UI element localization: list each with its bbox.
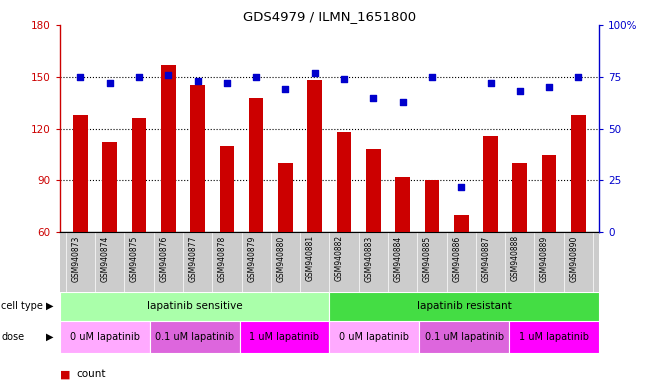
- Text: GSM940880: GSM940880: [277, 235, 285, 281]
- Bar: [512, 163, 527, 336]
- Bar: [419, 321, 509, 353]
- Point: [104, 80, 115, 86]
- Point: [574, 74, 584, 80]
- Bar: [337, 132, 352, 336]
- Bar: [395, 177, 410, 336]
- Point: [251, 74, 262, 80]
- Point: [544, 84, 555, 90]
- Text: 0.1 uM lapatinib: 0.1 uM lapatinib: [424, 332, 504, 342]
- Point: [486, 80, 496, 86]
- Text: GDS4979 / ILMN_1651800: GDS4979 / ILMN_1651800: [243, 10, 416, 23]
- Text: GSM940885: GSM940885: [423, 235, 432, 281]
- Text: GSM940883: GSM940883: [365, 235, 374, 281]
- Bar: [102, 142, 117, 336]
- Text: 1 uM lapatinib: 1 uM lapatinib: [249, 332, 320, 342]
- Text: count: count: [76, 369, 105, 379]
- Bar: [424, 180, 439, 336]
- Point: [280, 86, 290, 92]
- Point: [134, 74, 145, 80]
- Text: lapatinib sensitive: lapatinib sensitive: [147, 301, 242, 311]
- Text: GSM940873: GSM940873: [72, 235, 81, 282]
- Bar: [483, 136, 498, 336]
- Text: GSM940877: GSM940877: [189, 235, 198, 282]
- Bar: [60, 232, 599, 292]
- Point: [75, 74, 86, 80]
- Bar: [60, 321, 150, 353]
- Text: ■: ■: [60, 369, 70, 379]
- Text: GSM940884: GSM940884: [394, 235, 403, 281]
- Bar: [161, 65, 176, 336]
- Point: [515, 88, 525, 94]
- Text: GSM940875: GSM940875: [130, 235, 139, 282]
- Text: GSM940882: GSM940882: [335, 235, 344, 281]
- Bar: [542, 155, 557, 336]
- Bar: [249, 98, 264, 336]
- Point: [368, 94, 379, 101]
- Point: [427, 74, 437, 80]
- Point: [398, 99, 408, 105]
- Bar: [240, 321, 329, 353]
- Text: GSM940881: GSM940881: [306, 235, 315, 281]
- Bar: [73, 115, 88, 336]
- Text: GSM940887: GSM940887: [482, 235, 491, 281]
- Bar: [571, 115, 586, 336]
- Point: [221, 80, 232, 86]
- Bar: [454, 215, 469, 336]
- Point: [163, 72, 173, 78]
- Bar: [366, 149, 381, 336]
- Text: GSM940878: GSM940878: [218, 235, 227, 281]
- Bar: [307, 80, 322, 336]
- Bar: [329, 292, 599, 321]
- Text: GSM940874: GSM940874: [101, 235, 109, 282]
- Point: [193, 78, 203, 84]
- Text: lapatinib resistant: lapatinib resistant: [417, 301, 512, 311]
- Text: GSM940889: GSM940889: [540, 235, 549, 281]
- Text: cell type: cell type: [1, 301, 43, 311]
- Point: [310, 70, 320, 76]
- Point: [456, 184, 467, 190]
- Text: 0 uM lapatinib: 0 uM lapatinib: [70, 332, 140, 342]
- Point: [339, 76, 350, 82]
- Bar: [190, 86, 205, 336]
- Text: 1 uM lapatinib: 1 uM lapatinib: [519, 332, 589, 342]
- Text: GSM940876: GSM940876: [159, 235, 168, 282]
- Bar: [278, 163, 293, 336]
- Bar: [132, 118, 146, 336]
- Text: 0.1 uM lapatinib: 0.1 uM lapatinib: [155, 332, 234, 342]
- Bar: [509, 321, 599, 353]
- Bar: [329, 321, 419, 353]
- Text: dose: dose: [1, 332, 25, 342]
- Text: ▶: ▶: [46, 332, 53, 342]
- Text: 0 uM lapatinib: 0 uM lapatinib: [339, 332, 409, 342]
- Text: GSM940890: GSM940890: [570, 235, 579, 282]
- Bar: [219, 146, 234, 336]
- Text: GSM940886: GSM940886: [452, 235, 462, 281]
- Text: GSM940879: GSM940879: [247, 235, 256, 282]
- Bar: [60, 292, 329, 321]
- Text: ▶: ▶: [46, 301, 53, 311]
- Bar: [150, 321, 240, 353]
- Text: GSM940888: GSM940888: [511, 235, 520, 281]
